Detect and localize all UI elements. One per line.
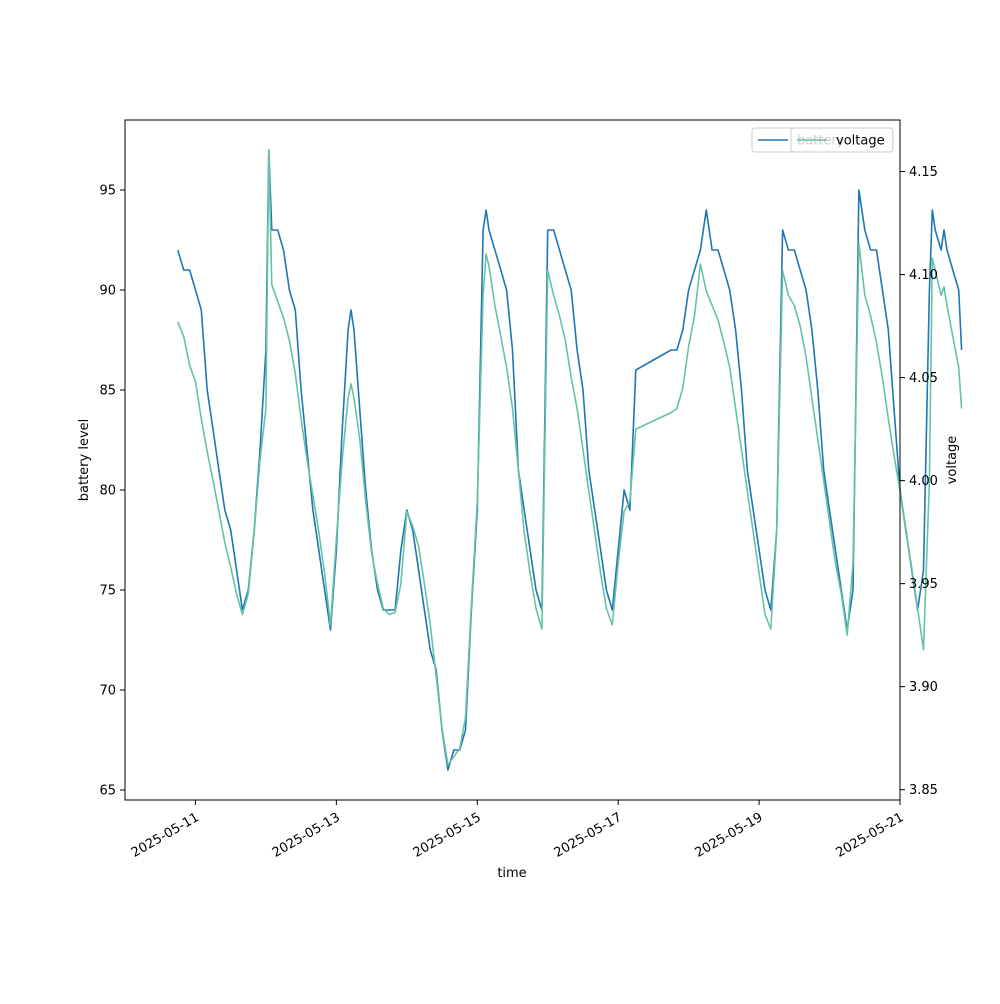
y-tick-label: 70 xyxy=(99,684,116,699)
y-right-tick-label: 3.95 xyxy=(909,577,938,592)
y-tick-label: 85 xyxy=(99,384,116,399)
y-right-tick-label: 4.15 xyxy=(909,165,938,180)
y-right-tick-label: 4.00 xyxy=(909,474,938,489)
y-tick-label: 90 xyxy=(99,284,116,299)
y-tick-label: 75 xyxy=(99,584,116,599)
y-axis-right-label: voltage xyxy=(945,436,960,485)
series-line-voltage xyxy=(177,150,963,766)
plot-frame xyxy=(124,119,901,801)
y-axis-label: battery level xyxy=(77,419,92,502)
legend-box-voltage xyxy=(790,127,894,153)
y-right-tick-label: 3.90 xyxy=(909,680,938,695)
x-axis-label: time xyxy=(497,866,526,881)
y-right-tick-label: 3.85 xyxy=(909,783,938,798)
y-right-tick-label: 4.05 xyxy=(909,371,938,386)
legend: batteryvoltage xyxy=(751,127,894,153)
y-tick-label: 95 xyxy=(99,184,116,199)
y-right-tick-label: 4.10 xyxy=(909,268,938,283)
legend-label-voltage: voltage xyxy=(836,134,885,149)
y-tick-label: 65 xyxy=(99,784,116,799)
y-tick-label: 80 xyxy=(99,484,116,499)
series-layer xyxy=(177,149,963,771)
